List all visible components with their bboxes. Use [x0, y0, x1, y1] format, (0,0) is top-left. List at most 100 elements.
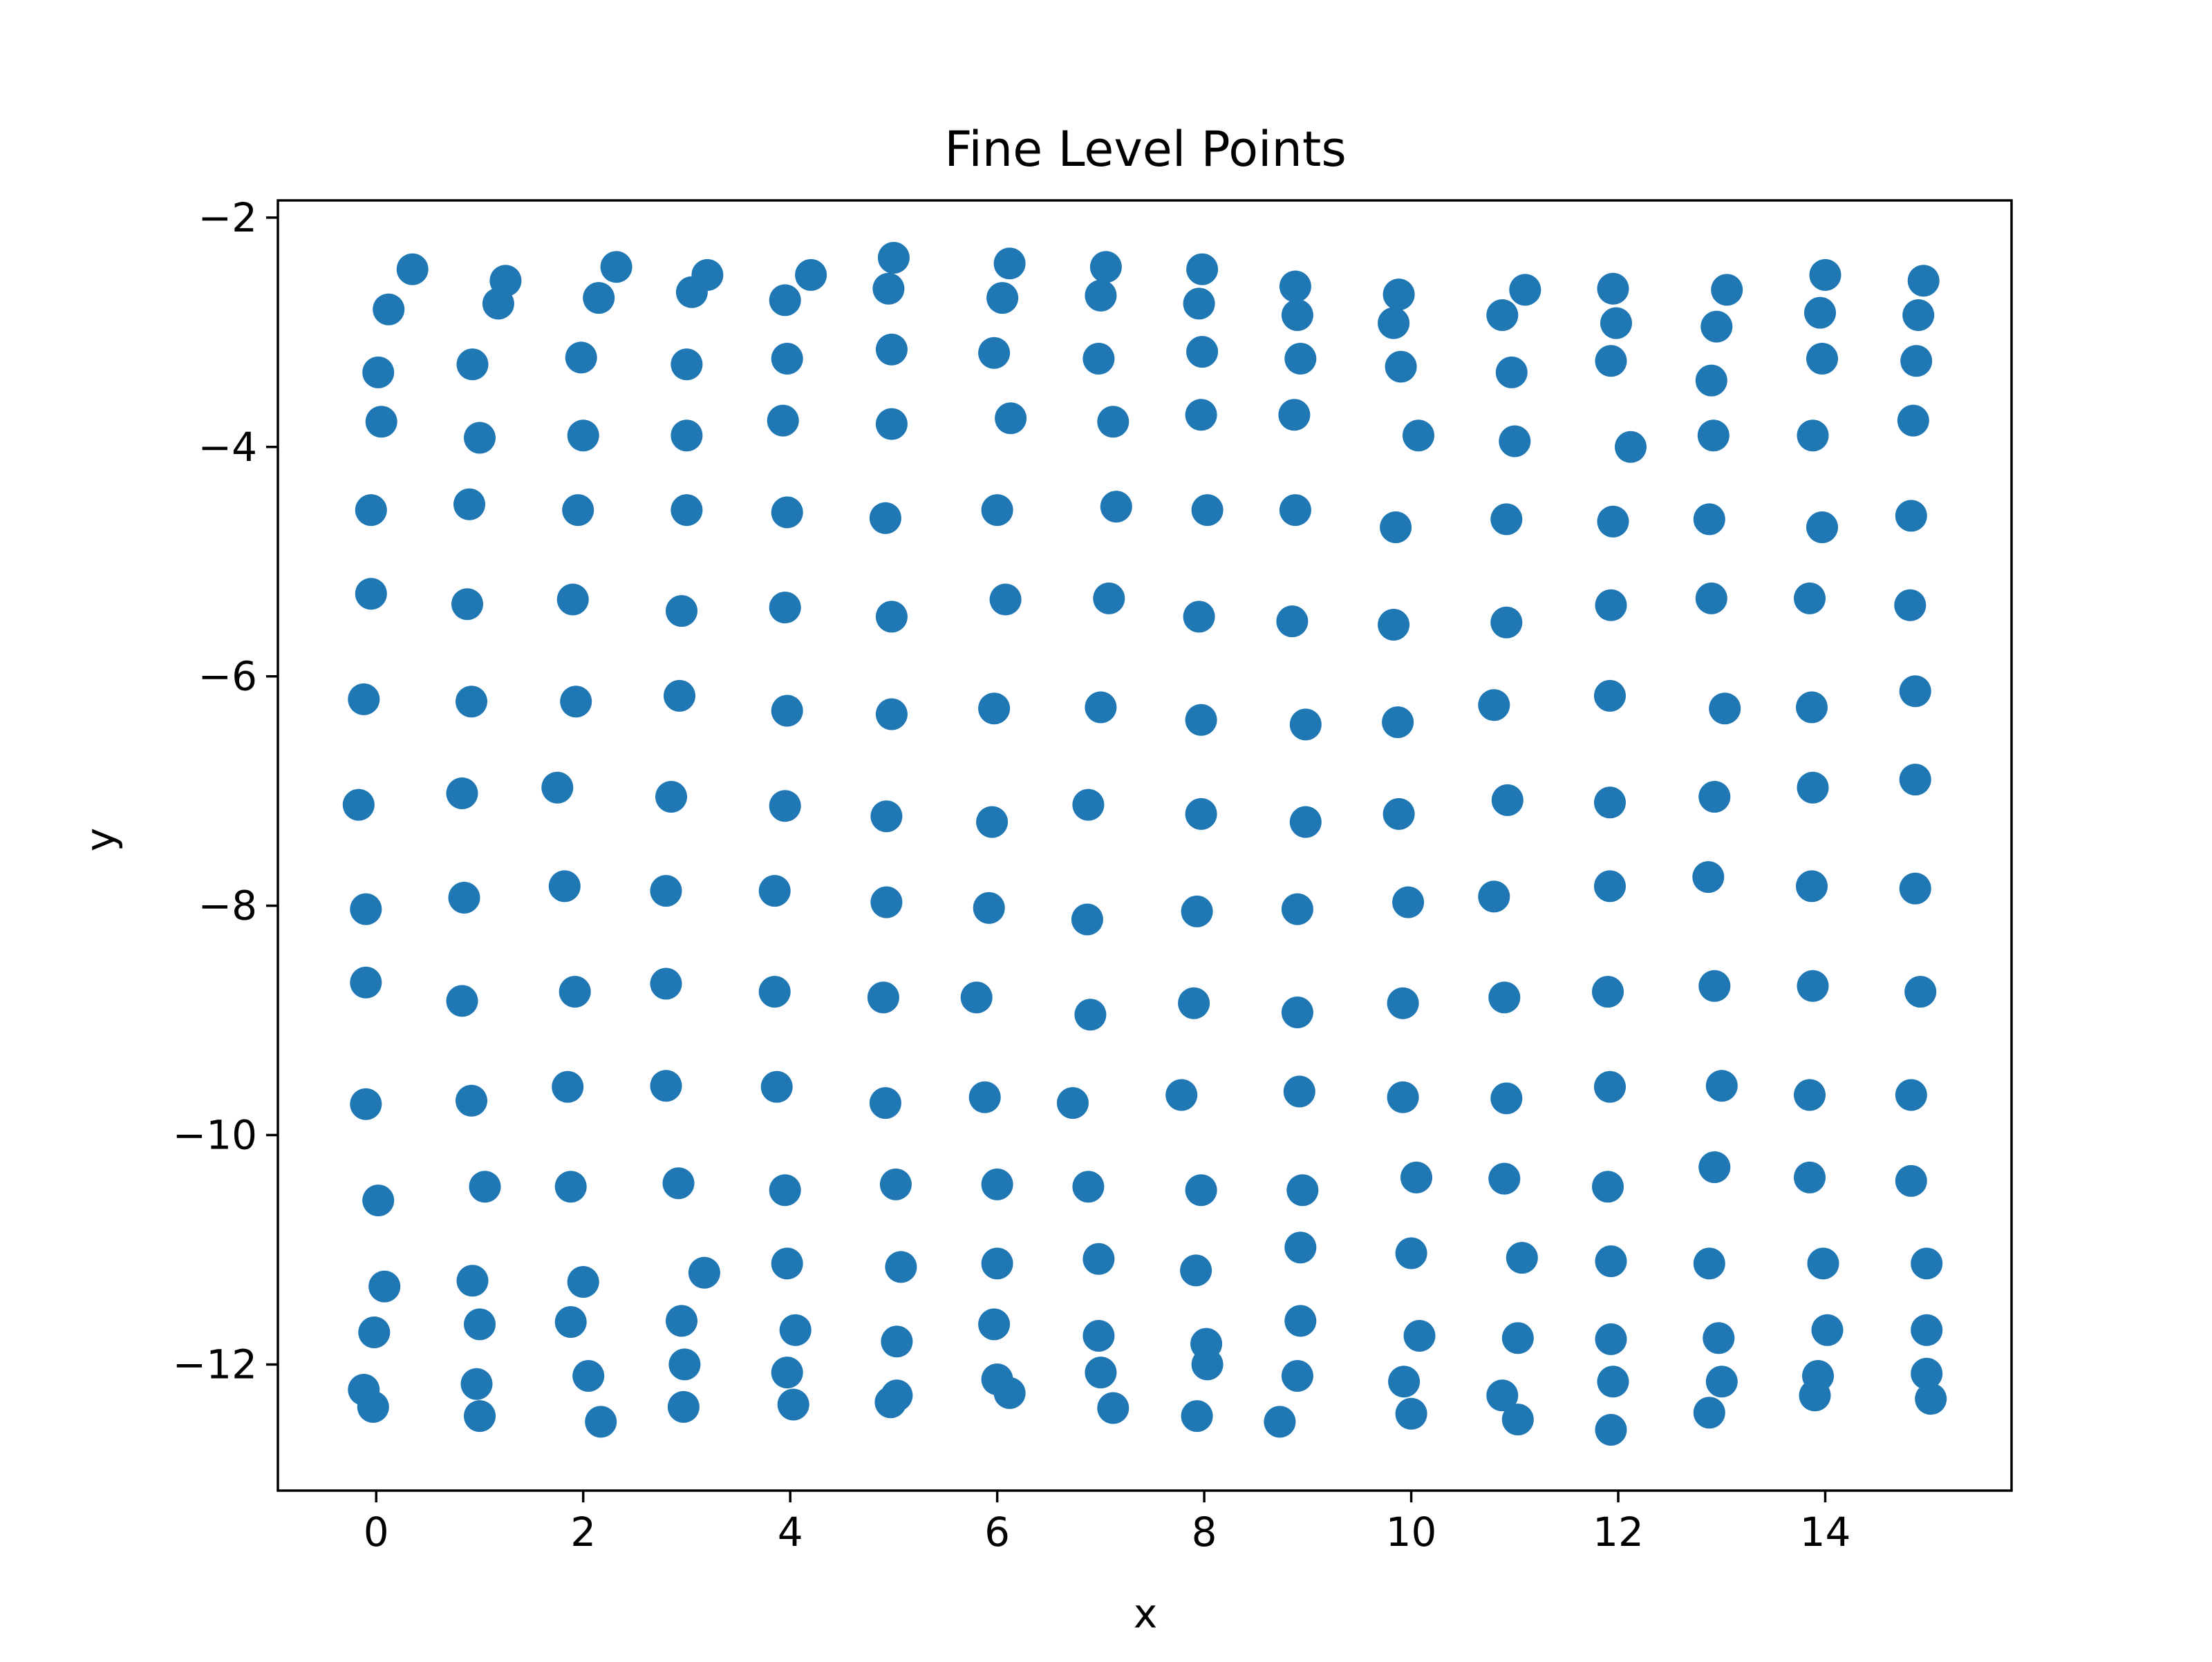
x-axis-label: x: [1134, 1590, 1157, 1637]
data-point: [1382, 278, 1415, 311]
data-point: [1698, 1151, 1731, 1183]
data-point: [1056, 1087, 1089, 1120]
x-tick-label: 2: [570, 1509, 596, 1556]
data-point: [567, 1266, 599, 1298]
data-point: [1380, 511, 1412, 543]
data-point: [1811, 1314, 1844, 1346]
data-point: [1796, 691, 1828, 724]
data-point: [1072, 788, 1105, 821]
data-point: [1594, 870, 1626, 903]
data-point: [1089, 251, 1122, 283]
data-point: [1799, 1379, 1831, 1412]
data-point: [1490, 503, 1523, 536]
data-point: [1595, 1323, 1627, 1355]
data-point: [688, 1256, 720, 1289]
data-point: [1281, 1360, 1313, 1392]
data-point: [960, 981, 993, 1014]
data-point: [464, 422, 496, 454]
data-point: [870, 800, 903, 833]
data-point: [989, 583, 1022, 616]
data-point: [1388, 1366, 1421, 1398]
data-point: [655, 781, 687, 813]
data-point: [350, 893, 382, 925]
data-point: [1100, 491, 1132, 523]
data-point: [1797, 771, 1829, 804]
data-point: [968, 1081, 1001, 1113]
data-point: [771, 1247, 803, 1280]
data-point: [1797, 419, 1829, 452]
data-point: [760, 1070, 793, 1103]
data-point: [1506, 1242, 1538, 1274]
data-point: [1698, 781, 1731, 813]
data-point: [1693, 503, 1725, 536]
data-point: [1894, 589, 1927, 621]
data-point: [1695, 582, 1727, 614]
data-point: [1509, 274, 1541, 306]
data-point: [671, 348, 703, 381]
x-tick-label: 12: [1593, 1509, 1644, 1556]
data-point: [565, 341, 597, 374]
data-point: [995, 402, 1027, 435]
data-point: [396, 253, 429, 285]
data-point: [368, 1270, 401, 1303]
data-point: [355, 578, 387, 610]
data-point: [562, 494, 594, 527]
data-point: [362, 356, 395, 388]
data-point: [1382, 797, 1415, 830]
data-point: [1703, 1322, 1735, 1354]
data-point: [1281, 893, 1313, 925]
data-point: [1400, 1161, 1432, 1193]
data-point: [1597, 1366, 1629, 1398]
data-point: [1286, 1174, 1319, 1207]
data-point: [548, 870, 581, 903]
data-point: [456, 1265, 489, 1297]
y-tick-label: −12: [173, 1341, 257, 1388]
data-point: [1796, 870, 1828, 903]
data-point: [469, 1171, 501, 1203]
data-point: [1705, 1366, 1738, 1398]
data-point: [1185, 703, 1217, 736]
data-point: [1186, 253, 1219, 285]
data-point: [567, 419, 599, 452]
x-tick-label: 4: [778, 1509, 803, 1556]
data-point: [1592, 1171, 1624, 1203]
data-point: [350, 966, 382, 999]
data-point: [650, 875, 682, 907]
data-point: [1486, 1379, 1519, 1412]
data-point: [771, 496, 803, 529]
x-tick-label: 0: [364, 1509, 389, 1556]
data-point: [771, 1357, 803, 1389]
data-point: [993, 247, 1026, 280]
data-point: [1185, 399, 1217, 431]
data-point: [355, 494, 387, 527]
data-point: [1899, 872, 1931, 905]
x-tick-label: 10: [1386, 1509, 1437, 1556]
data-point: [1695, 364, 1727, 397]
data-point: [1082, 1320, 1115, 1352]
data-point: [877, 242, 910, 274]
data-point: [1911, 1357, 1943, 1390]
data-point: [1074, 999, 1107, 1031]
data-point: [675, 276, 708, 308]
data-point: [1186, 336, 1219, 368]
data-point: [358, 1316, 391, 1348]
data-point: [1264, 1406, 1296, 1438]
data-point: [350, 1088, 382, 1120]
data-point: [583, 282, 615, 314]
data-point: [1178, 987, 1210, 1019]
data-point: [560, 686, 592, 718]
data-point: [1183, 601, 1215, 633]
data-point: [1700, 310, 1733, 343]
axes-layer: 0 2 4 6 8 10 12 14 −2 −4 −6 −8 −10 −12: [173, 194, 2013, 1556]
data-point: [1902, 299, 1935, 331]
data-point: [771, 343, 803, 375]
data-point: [1895, 500, 1927, 532]
data-point: [671, 494, 703, 527]
data-point: [1597, 272, 1629, 305]
data-point: [874, 1386, 907, 1419]
data-point: [1594, 679, 1626, 712]
data-point: [662, 1167, 695, 1200]
data-point: [867, 981, 899, 1014]
data-point: [1595, 1414, 1627, 1446]
data-point: [885, 1251, 917, 1283]
